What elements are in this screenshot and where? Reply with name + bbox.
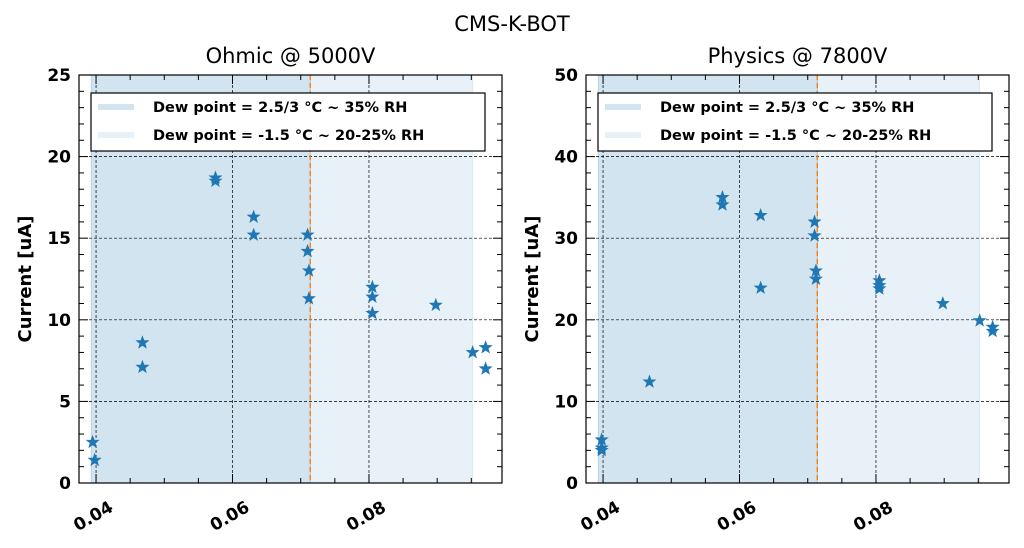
data-point-7	[246, 209, 261, 223]
legend-swatch	[98, 104, 134, 110]
data-point-7	[753, 207, 768, 222]
data-point-8	[246, 227, 261, 241]
legend-swatch	[605, 132, 641, 138]
data-point-9	[807, 214, 822, 228]
y-tick-label: 0	[566, 474, 578, 494]
data-point-9	[300, 227, 315, 241]
y-tick-label: 10	[47, 311, 71, 331]
data-point-4	[135, 359, 150, 374]
legend: Dew point = 2.5/3 °C ~ 35% RH Dew point =…	[597, 92, 993, 152]
y-tick-label: 0	[59, 474, 71, 494]
legend-label: Dew point = -1.5 °C ~ 20-25% RH	[153, 128, 424, 144]
data-point-17	[972, 313, 987, 327]
data-point-3	[594, 442, 609, 457]
y-tick-label: 30	[554, 229, 578, 249]
x-tick-label: 0.04	[577, 497, 623, 535]
data-point-18	[478, 340, 493, 354]
x-tick-label: 0.06	[207, 498, 253, 536]
legend-swatch	[98, 132, 134, 138]
data-point-10	[300, 243, 315, 258]
data-point-8	[753, 280, 768, 294]
panel-title: Physics @ 7800V	[708, 44, 888, 68]
panel-title: Ohmic @ 5000V	[206, 44, 376, 68]
legend-box	[597, 92, 993, 152]
x-tick-label: 0.08	[343, 498, 389, 536]
data-point-11	[301, 263, 316, 277]
data-point-4	[642, 374, 657, 388]
data-point-19	[478, 361, 493, 375]
data-point-19	[985, 323, 1000, 338]
data-point-12	[301, 291, 316, 305]
data-point-1	[85, 434, 100, 449]
y-axis-label: Current [uA]	[522, 216, 543, 343]
x-tick-label: 0.06	[714, 498, 760, 536]
figure-suptitle: CMS-K-BOT	[454, 12, 570, 36]
legend-box	[90, 92, 486, 152]
y-tick-label: 10	[554, 392, 578, 412]
legend-swatch	[605, 104, 641, 110]
axes-frame	[585, 74, 1010, 484]
data-point-6	[715, 197, 730, 211]
y-tick-label: 25	[47, 66, 71, 86]
legend-label: Dew point = 2.5/3 °C ~ 35% RH	[153, 100, 407, 116]
data-point-15	[872, 281, 887, 295]
x-tick-label: 0.08	[850, 498, 896, 536]
chart-panel-2: 0.04 0.06 0.08 0 10 20 30 40 50 Current [uA] Physi…	[522, 44, 1010, 536]
data-point-15	[365, 305, 380, 320]
data-point-10	[807, 228, 822, 242]
legend-label: Dew point = -1.5 °C ~ 20-25% RH	[660, 128, 931, 144]
data-point-3	[135, 335, 150, 349]
y-tick-label: 20	[47, 148, 71, 168]
chart-panel-1: 0.04 0.06 0.08 0 5 10 15 20 25 Current [uA] Ohmic …	[15, 44, 503, 536]
x-tick-label: 0.04	[70, 497, 116, 535]
data-point-16	[935, 296, 950, 310]
data-point-2	[87, 452, 102, 467]
data-point-17	[465, 345, 480, 359]
data-point-6	[208, 173, 223, 188]
axes-frame	[78, 74, 503, 484]
legend: Dew point = 2.5/3 °C ~ 35% RH Dew point =…	[90, 92, 486, 152]
y-tick-label: 20	[554, 311, 578, 331]
data-point-14	[365, 289, 380, 303]
y-tick-label: 5	[59, 392, 71, 412]
y-tick-label: 40	[554, 148, 578, 168]
data-point-12	[808, 271, 823, 285]
y-tick-label: 15	[47, 229, 71, 249]
y-tick-label: 50	[554, 66, 578, 86]
legend-label: Dew point = 2.5/3 °C ~ 35% RH	[660, 100, 914, 116]
y-axis-label: Current [uA]	[15, 216, 36, 343]
data-point-16	[428, 297, 443, 312]
